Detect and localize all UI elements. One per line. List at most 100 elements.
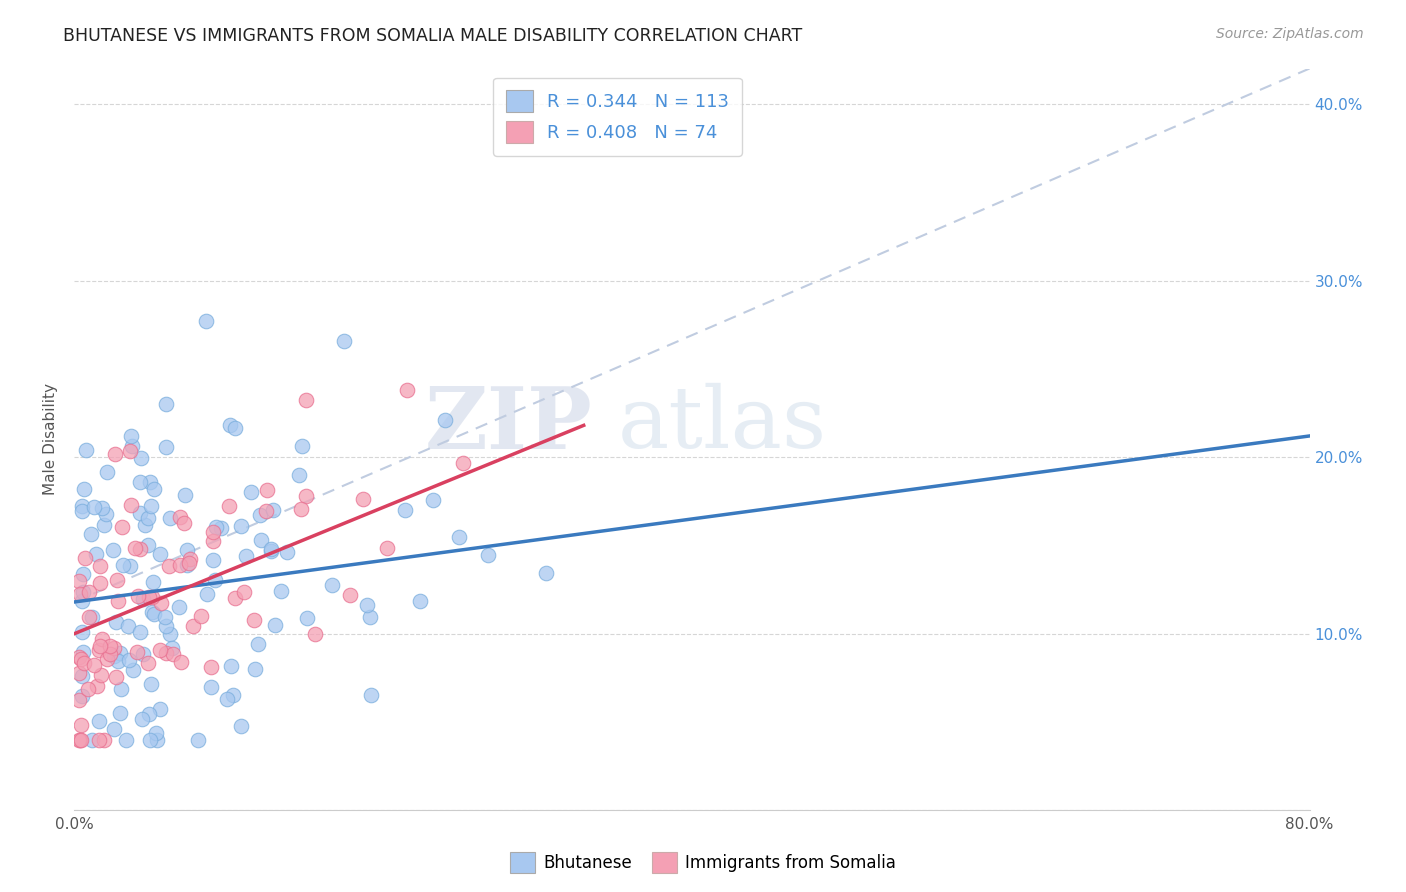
Point xyxy=(132,647,155,661)
Point xyxy=(375,541,398,555)
Point xyxy=(70,732,93,747)
Point xyxy=(169,558,191,573)
Point xyxy=(138,590,160,604)
Point xyxy=(138,706,160,721)
Point xyxy=(204,573,226,587)
Point xyxy=(96,466,118,480)
Point xyxy=(256,483,278,497)
Point xyxy=(93,517,115,532)
Point xyxy=(70,690,93,704)
Point xyxy=(173,516,195,530)
Point xyxy=(447,530,470,544)
Point xyxy=(73,656,96,670)
Point xyxy=(200,680,222,694)
Point xyxy=(249,508,271,522)
Text: atlas: atlas xyxy=(617,383,827,467)
Point xyxy=(70,499,93,513)
Point xyxy=(70,718,93,732)
Point xyxy=(145,726,167,740)
Point xyxy=(209,521,232,535)
Point xyxy=(139,475,162,489)
Point xyxy=(86,679,108,693)
Point xyxy=(231,518,253,533)
Point xyxy=(125,645,148,659)
Point xyxy=(155,619,177,633)
Point xyxy=(108,646,131,660)
Point xyxy=(127,589,149,603)
Point xyxy=(167,600,190,615)
Point xyxy=(134,517,156,532)
Point xyxy=(260,542,283,557)
Point xyxy=(409,594,432,608)
Point xyxy=(110,681,132,696)
Point xyxy=(200,660,222,674)
Point xyxy=(247,637,270,651)
Point xyxy=(176,558,198,573)
Point xyxy=(201,525,224,540)
Point xyxy=(219,417,242,432)
Point xyxy=(243,662,266,676)
Point xyxy=(129,541,152,556)
Point xyxy=(224,591,246,606)
Point xyxy=(195,587,218,601)
Point xyxy=(433,413,456,427)
Point xyxy=(89,640,111,654)
Point xyxy=(69,651,91,665)
Point xyxy=(122,663,145,677)
Point xyxy=(107,654,129,668)
Point xyxy=(67,574,90,588)
Point xyxy=(169,510,191,524)
Point xyxy=(205,520,228,534)
Point xyxy=(270,584,292,599)
Point xyxy=(179,557,201,571)
Point xyxy=(111,520,134,534)
Point xyxy=(288,468,311,483)
Point xyxy=(120,498,142,512)
Point xyxy=(243,613,266,627)
Point xyxy=(170,656,193,670)
Point xyxy=(70,669,93,683)
Point xyxy=(254,503,277,517)
Point xyxy=(295,392,318,407)
Point xyxy=(149,547,172,561)
Point xyxy=(139,732,162,747)
Point xyxy=(96,651,118,665)
Point xyxy=(91,501,114,516)
Point xyxy=(224,421,246,435)
Point xyxy=(75,443,97,458)
Legend: R = 0.344   N = 113, R = 0.408   N = 74: R = 0.344 N = 113, R = 0.408 N = 74 xyxy=(494,78,742,156)
Point xyxy=(451,456,474,470)
Point xyxy=(359,610,381,624)
Point xyxy=(83,658,105,673)
Point xyxy=(129,507,152,521)
Point xyxy=(70,504,93,518)
Point xyxy=(290,502,312,516)
Point xyxy=(132,592,155,607)
Point xyxy=(352,492,374,507)
Point xyxy=(104,447,127,461)
Point xyxy=(83,500,105,514)
Point xyxy=(79,610,101,624)
Point xyxy=(195,313,218,327)
Legend: Bhutanese, Immigrants from Somalia: Bhutanese, Immigrants from Somalia xyxy=(503,846,903,880)
Point xyxy=(201,553,224,567)
Point xyxy=(117,619,139,633)
Point xyxy=(174,488,197,502)
Point xyxy=(103,722,125,736)
Point xyxy=(72,585,94,599)
Point xyxy=(69,732,91,747)
Point xyxy=(190,609,212,624)
Point xyxy=(120,429,142,443)
Point xyxy=(121,439,143,453)
Point xyxy=(103,649,125,664)
Point xyxy=(181,619,204,633)
Point xyxy=(90,668,112,682)
Point xyxy=(93,732,115,747)
Point xyxy=(142,483,165,497)
Point xyxy=(264,618,287,632)
Point xyxy=(87,714,110,729)
Point xyxy=(72,566,94,581)
Point xyxy=(534,566,557,580)
Point xyxy=(187,732,209,747)
Point xyxy=(159,627,181,641)
